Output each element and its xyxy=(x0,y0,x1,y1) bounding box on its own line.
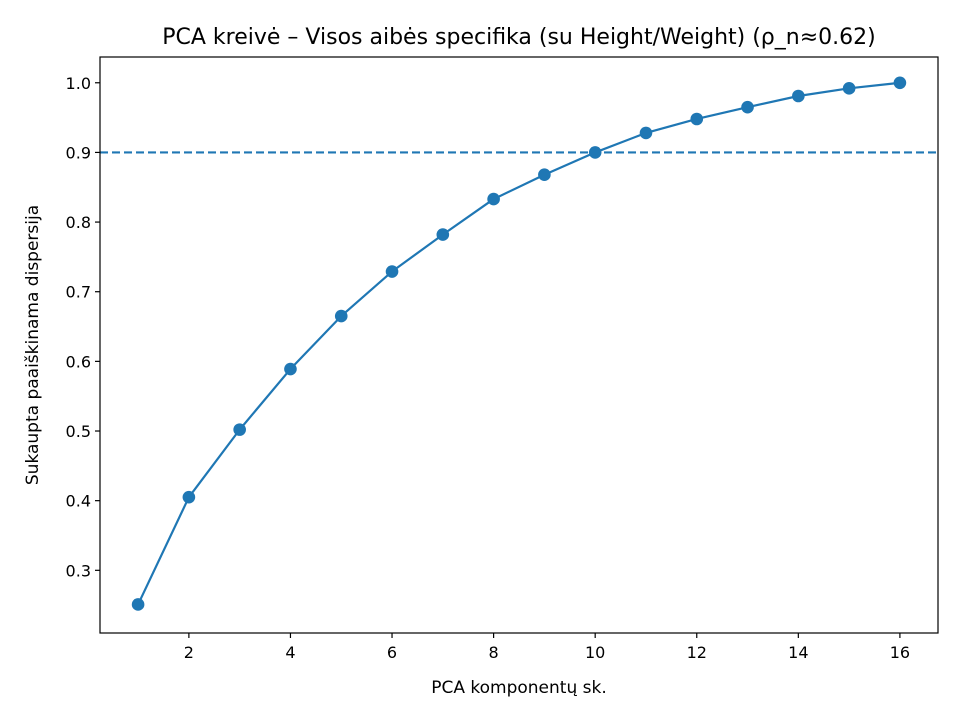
data-point xyxy=(538,168,551,182)
data-point xyxy=(436,228,450,241)
y-tick-label: 0.8 xyxy=(66,213,91,232)
plot-area xyxy=(100,76,938,611)
x-tick-label: 8 xyxy=(489,643,499,662)
x-tick-label: 4 xyxy=(285,643,295,662)
data-point xyxy=(487,192,500,206)
x-tick-label: 14 xyxy=(788,643,808,662)
y-tick-label: 0.7 xyxy=(66,283,91,302)
x-axis: 2 4 6 8 10 12 14 16 xyxy=(184,633,910,662)
x-tick-label: 16 xyxy=(890,643,910,662)
data-point xyxy=(792,89,805,103)
chart-title: PCA kreivė – Visos aibės specifika (su H… xyxy=(162,25,875,50)
y-tick-label: 0.9 xyxy=(66,143,91,162)
y-axis-label: Sukaupta paaiškinama dispersija xyxy=(23,205,43,485)
data-point xyxy=(385,265,399,278)
x-tick-label: 6 xyxy=(387,643,397,662)
data-point xyxy=(233,423,246,436)
data-point xyxy=(131,598,145,611)
data-point xyxy=(182,490,196,504)
data-point xyxy=(639,126,653,140)
y-tick-label: 0.6 xyxy=(66,352,91,371)
y-axis: 0.3 0.4 0.5 0.6 0.7 0.8 0.9 1.0 xyxy=(66,74,100,580)
y-tick-label: 1.0 xyxy=(66,74,91,93)
x-tick-label: 10 xyxy=(585,643,605,662)
y-tick-label: 0.4 xyxy=(66,492,91,511)
plot-frame xyxy=(99,56,939,634)
data-point xyxy=(842,82,856,95)
data-point xyxy=(690,112,704,126)
data-point xyxy=(893,76,907,90)
data-point xyxy=(588,146,602,159)
x-axis-label: PCA komponentų sk. xyxy=(431,678,607,698)
data-point xyxy=(334,309,348,323)
y-tick-label: 0.3 xyxy=(66,561,91,580)
series-line-0 xyxy=(137,81,901,605)
x-tick-label: 2 xyxy=(184,643,194,662)
y-tick-label: 0.5 xyxy=(66,422,91,441)
x-tick-label: 12 xyxy=(687,643,707,662)
data-point xyxy=(284,362,297,376)
data-point xyxy=(741,100,754,114)
